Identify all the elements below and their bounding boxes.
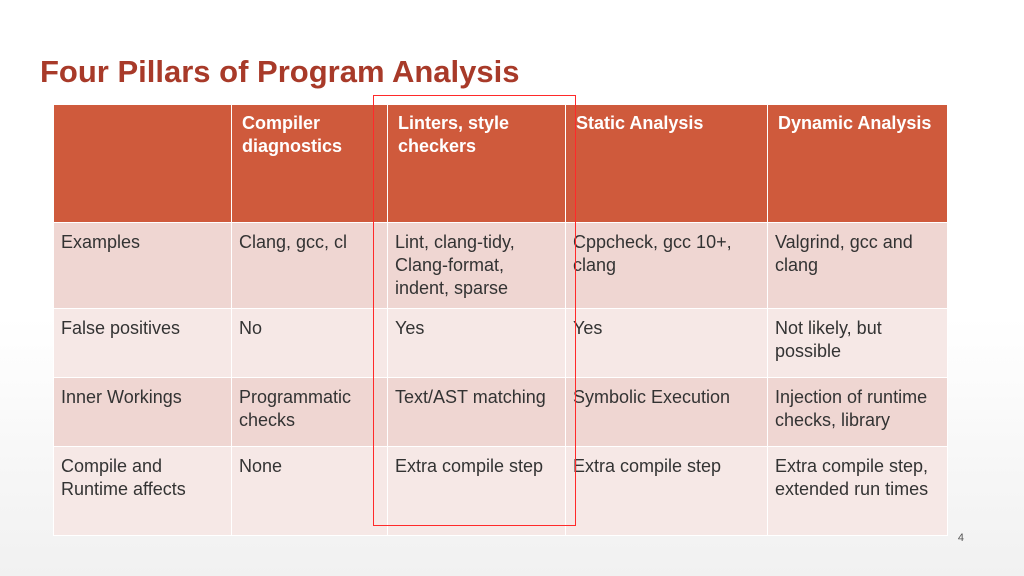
table-cell: No [231, 308, 388, 378]
table-row: False positives No Yes Yes Not likely, b… [53, 308, 948, 378]
table-cell: Extra compile step [387, 446, 566, 536]
table-cell: Extra compile step, extended run times [767, 446, 948, 536]
header-cell-linters: Linters, style checkers [387, 104, 566, 223]
row-label-examples: Examples [53, 222, 232, 309]
table-cell: None [231, 446, 388, 536]
table-cell: Lint, clang-tidy, Clang-format, indent, … [387, 222, 566, 309]
table-cell: Yes [387, 308, 566, 378]
table-cell: Valgrind, gcc and clang [767, 222, 948, 309]
header-cell-corner [53, 104, 232, 223]
row-label-false-positives: False positives [53, 308, 232, 378]
page-number: 4 [957, 532, 964, 544]
table-cell: Clang, gcc, cl [231, 222, 388, 309]
slide-title: Four Pillars of Program Analysis [40, 54, 520, 89]
table-row: Examples Clang, gcc, cl Lint, clang-tidy… [53, 222, 948, 309]
comparison-table: Compiler diagnostics Linters, style chec… [53, 104, 948, 536]
table-cell: Injection of runtime checks, library [767, 377, 948, 447]
table-header-row: Compiler diagnostics Linters, style chec… [53, 104, 948, 223]
table-row: Compile and Runtime affects None Extra c… [53, 446, 948, 536]
table-cell: Cppcheck, gcc 10+, clang [565, 222, 768, 309]
row-label-compile-runtime: Compile and Runtime affects [53, 446, 232, 536]
table-cell: Programmatic checks [231, 377, 388, 447]
table-cell: Symbolic Execution [565, 377, 768, 447]
table-cell: Not likely, but possible [767, 308, 948, 378]
table-cell: Yes [565, 308, 768, 378]
header-cell-compiler-diagnostics: Compiler diagnostics [231, 104, 388, 223]
table-row: Inner Workings Programmatic checks Text/… [53, 377, 948, 447]
row-label-inner-workings: Inner Workings [53, 377, 232, 447]
table-cell: Text/AST matching [387, 377, 566, 447]
header-cell-dynamic-analysis: Dynamic Analysis [767, 104, 948, 223]
header-cell-static-analysis: Static Analysis [565, 104, 768, 223]
table-cell: Extra compile step [565, 446, 768, 536]
